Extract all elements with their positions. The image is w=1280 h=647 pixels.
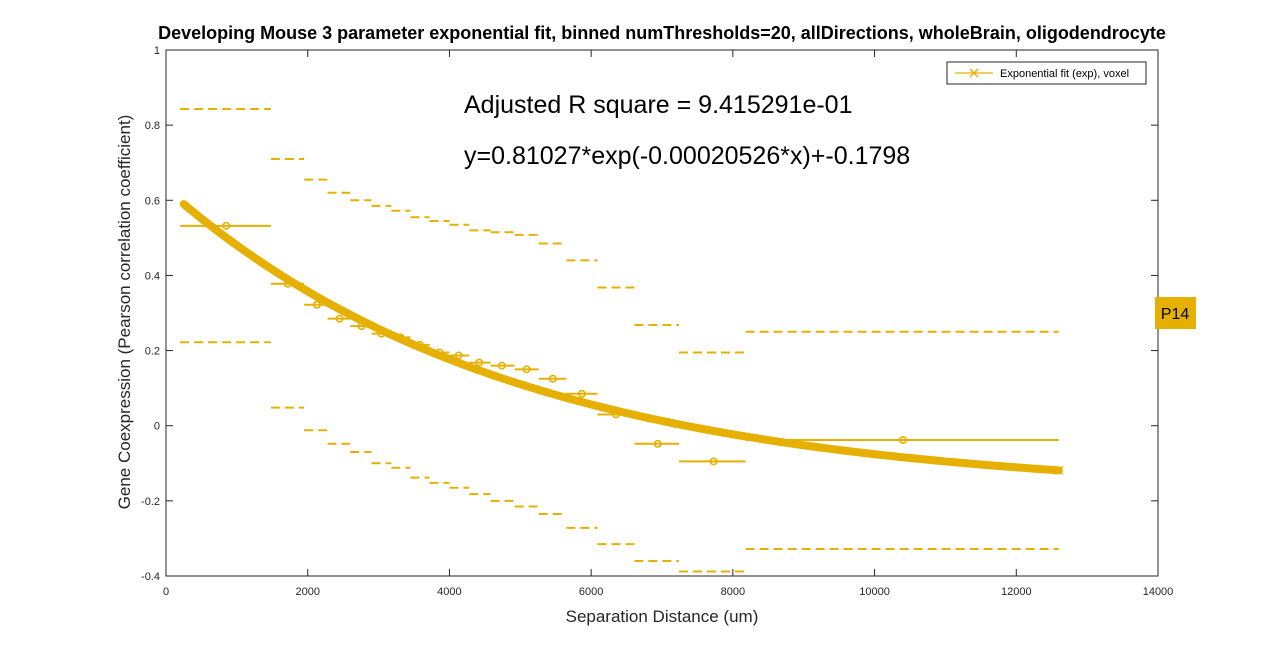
x-tick-label: 0: [163, 586, 169, 598]
bin-mean-point: [548, 374, 557, 383]
tag-background: [1155, 297, 1196, 329]
y-tick-label: 0.2: [145, 346, 160, 358]
x-tick-label: 4000: [437, 586, 461, 598]
bin-mean-point: [335, 314, 344, 323]
x-tick-label: 14000: [1143, 586, 1174, 598]
tag-label: P14: [1161, 306, 1190, 323]
plot-area: [166, 50, 1158, 576]
y-tick-label: 1: [154, 45, 160, 57]
bin-mean-point: [283, 279, 292, 288]
y-tick-label: 0.8: [145, 120, 160, 132]
chart-title: Developing Mouse 3 parameter exponential…: [158, 23, 1166, 43]
legend-x-marker: [969, 68, 979, 78]
annotation-equation: y=0.81027*exp(-0.00020526*x)+-0.1798: [464, 142, 910, 170]
y-tick-label: 0: [154, 421, 160, 433]
bin-mean-point: [577, 389, 586, 398]
y-axis-label: Gene Coexpression (Pearson correlation c…: [115, 115, 134, 510]
legend-entry-label: Exponential fit (exp), voxel: [1000, 68, 1129, 80]
x-tick-label: 6000: [579, 586, 603, 598]
y-tick-label: 0.4: [145, 270, 160, 282]
bin-mean-point: [709, 457, 718, 466]
legend-marker-cross: [969, 68, 979, 78]
x-tick-label: 10000: [859, 586, 890, 598]
x-tick-label: 12000: [1001, 586, 1032, 598]
legend-box: [946, 61, 1147, 85]
plot-background: [166, 50, 1158, 576]
y-tick-label: -0.4: [141, 571, 160, 583]
bin-mean-point: [497, 361, 506, 370]
x-tick-label: 8000: [721, 586, 745, 598]
bin-mean-point: [377, 329, 386, 338]
y-tick-label: -0.2: [141, 496, 160, 508]
bin-mean-point: [898, 435, 907, 444]
bin-mean-point: [611, 410, 620, 419]
bin-mean-point: [475, 358, 484, 367]
panel-tag: P14: [1155, 297, 1196, 329]
x-axis-label: Separation Distance (um): [566, 607, 759, 626]
y-tick-label: 0.6: [145, 195, 160, 207]
annotation-r-square: Adjusted R square = 9.415291e-01: [464, 91, 852, 119]
x-tick-label: 2000: [295, 586, 319, 598]
bin-mean-point: [522, 365, 531, 374]
fit-curve: [179, 200, 1063, 475]
bin-mean-point: [312, 300, 321, 309]
bin-mean-point: [415, 340, 424, 349]
bin-mean-point: [653, 439, 662, 448]
fit-end-marker: [1054, 465, 1064, 475]
bin-mean-point: [357, 322, 366, 331]
legend: Exponential fit (exp), voxel: [946, 61, 1147, 85]
bin-mean-point: [435, 348, 444, 357]
bin-mean-point: [454, 351, 463, 360]
bin-mean-point: [396, 333, 405, 342]
bin-mean-point: [222, 221, 231, 230]
